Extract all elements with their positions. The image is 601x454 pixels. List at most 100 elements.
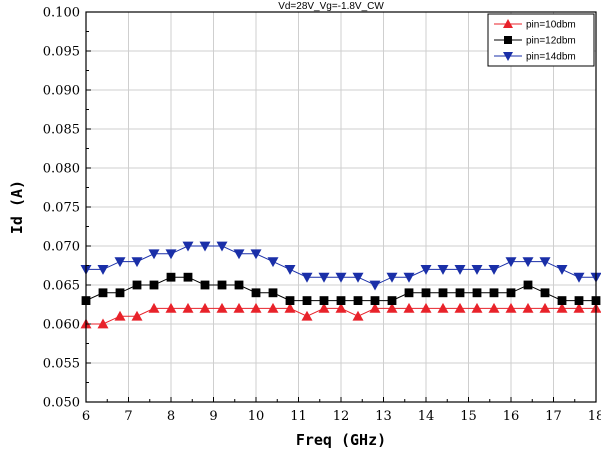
ticks: 6 7 8 9 10 11 12 13 14 15 16 17 18 0.050 0.055 0.060 0.0… [43, 6, 601, 425]
data-point [97, 265, 109, 275]
data-point [166, 272, 176, 282]
x-tick-label: 17 [545, 409, 562, 424]
data-point [268, 288, 278, 298]
x-tick-label: 10 [248, 409, 265, 424]
data-point [540, 288, 550, 298]
data-point [267, 257, 279, 268]
x-tick-label: 13 [375, 409, 392, 424]
x-tick-label: 9 [209, 409, 217, 424]
data-point [131, 257, 143, 268]
series-pin=14dbm [80, 241, 601, 291]
data-point [199, 241, 211, 252]
y-tick-label: 0.075 [43, 201, 80, 216]
legend-label: pin=10dbm [526, 20, 576, 31]
data-point [284, 302, 296, 313]
data-point [148, 249, 160, 260]
legend-label: pin=12dbm [526, 36, 576, 47]
data-point [301, 310, 313, 321]
data-point [369, 280, 381, 291]
data-point [284, 265, 296, 275]
data-point [438, 288, 448, 298]
data-point [489, 288, 499, 298]
data-point [98, 288, 108, 298]
data-point [523, 280, 533, 290]
data-point [335, 302, 347, 313]
data-point [97, 318, 109, 329]
data-point [522, 302, 534, 313]
series-pin=10dbm [80, 302, 601, 329]
data-point [165, 302, 177, 313]
data-point [505, 257, 517, 268]
y-tick-label: 0.085 [43, 123, 80, 138]
y-tick-label: 0.060 [43, 318, 80, 333]
data-point [471, 302, 483, 313]
y-tick-label: 0.065 [43, 279, 80, 294]
y-tick-label: 0.070 [43, 240, 80, 255]
data-point [370, 296, 380, 305]
data-point [200, 280, 210, 290]
legend-marker [503, 19, 513, 28]
data-point [386, 302, 398, 313]
data-point [199, 302, 211, 313]
data-point [132, 280, 142, 290]
data-point [165, 249, 177, 260]
data-point [539, 257, 551, 268]
data-point [488, 265, 500, 275]
data-point [335, 272, 347, 283]
data-point [556, 302, 568, 313]
x-tick-label: 15 [460, 409, 477, 424]
data-point [437, 302, 449, 313]
data-point [233, 302, 245, 313]
data-point [386, 272, 398, 283]
data-point [251, 288, 261, 298]
data-point [454, 265, 466, 275]
data-point [234, 280, 244, 290]
chart-title: Vd=28V_Vg=-1.8V_CW [278, 1, 384, 12]
data-point [250, 249, 262, 260]
data-point [574, 296, 584, 305]
legend: pin=10dbm pin=12dbm pin=14dbm [487, 13, 595, 67]
x-tick-label: 11 [290, 409, 307, 424]
data-point [183, 272, 193, 282]
x-tick-label: 8 [167, 409, 175, 424]
data-point [216, 241, 228, 252]
data-point [285, 296, 295, 305]
y-tick-label: 0.055 [43, 357, 80, 372]
data-point [556, 265, 568, 275]
data-point [421, 288, 431, 298]
data-point [522, 257, 534, 268]
data-point [437, 265, 449, 275]
data-point [149, 280, 159, 290]
data-point [336, 296, 346, 305]
x-tick-label: 12 [333, 409, 350, 424]
legend-label: pin=14dbm [526, 52, 576, 63]
x-tick-label: 18 [588, 409, 601, 424]
data-point [573, 302, 585, 313]
data-point [216, 302, 228, 313]
data-point [506, 288, 516, 298]
data-point [131, 310, 143, 321]
y-axis-title: Id (A) [8, 180, 26, 234]
data-point [369, 302, 381, 313]
data-point [557, 296, 567, 305]
x-tick-label: 14 [418, 409, 435, 424]
data-point [455, 288, 465, 298]
data-point [454, 302, 466, 313]
data-point [182, 241, 194, 252]
legend-marker [504, 36, 512, 44]
data-point [250, 302, 262, 313]
data-point [115, 288, 125, 298]
data-point [114, 310, 126, 321]
data-point [420, 265, 432, 275]
y-tick-label: 0.050 [43, 396, 80, 411]
data-point [148, 302, 160, 313]
y-tick-label: 0.090 [43, 84, 80, 99]
data-point [404, 288, 414, 298]
x-tick-label: 6 [82, 409, 90, 424]
data-point [353, 296, 363, 305]
data-point [403, 272, 415, 283]
data-point [182, 302, 194, 313]
data-point [217, 280, 227, 290]
